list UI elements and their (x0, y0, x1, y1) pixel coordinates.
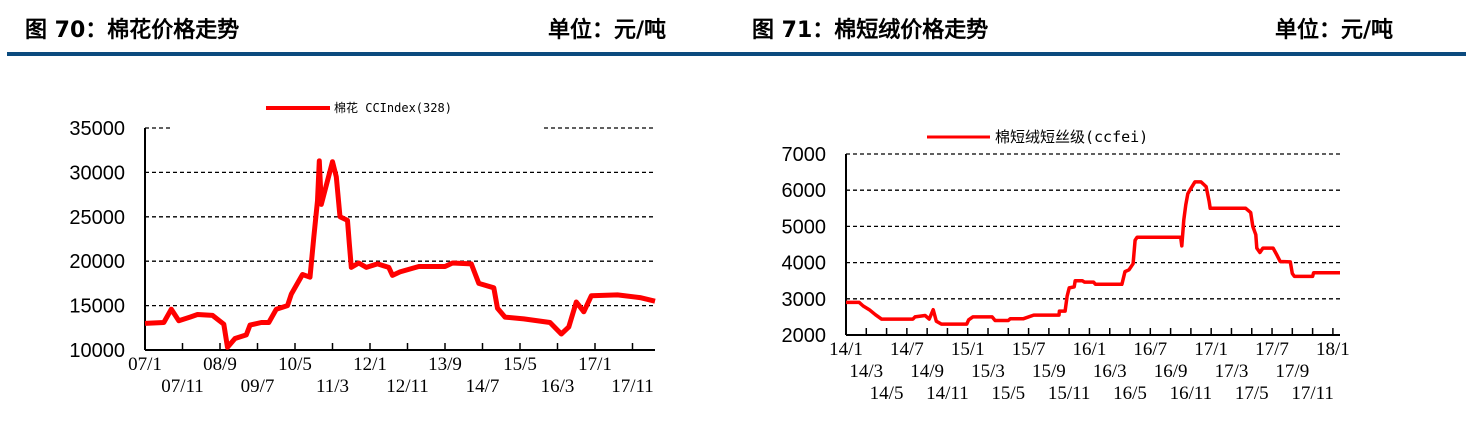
x-tick-label: 16/7 (1133, 339, 1167, 360)
x-tick-label: 15/9 (1032, 361, 1066, 382)
x-tick-label: 13/9 (428, 354, 462, 375)
y-tick-label: 5000 (782, 216, 827, 238)
x-tick-label: 14/5 (870, 383, 904, 404)
x-tick-label: 16/9 (1154, 361, 1188, 382)
x-tick-label: 14/3 (849, 361, 883, 382)
figure-71-unit: 单位：元/吨 (1275, 18, 1394, 43)
x-tick-label: 16/11 (1170, 383, 1213, 404)
x-tick-label: 17/11 (1291, 383, 1334, 404)
x-tick-label: 15/7 (1012, 339, 1046, 360)
figure-71-title: 图 71：棉短绒价格走势 (752, 18, 989, 43)
legend-label: 棉短绒短丝级(ccfei) (995, 128, 1148, 146)
header-rule (7, 52, 1466, 56)
x-tick-label: 14/7 (890, 339, 924, 360)
x-tick-label: 16/5 (1113, 383, 1147, 404)
x-tick-label: 12/1 (353, 354, 387, 375)
x-tick-label: 12/11 (386, 376, 429, 397)
x-tick-label: 11/3 (316, 376, 349, 397)
x-tick-label: 14/1 (829, 339, 863, 360)
y-tick-label: 4000 (782, 253, 827, 275)
cotton-price-chart: 35000300002500020000150001000007/107/110… (69, 118, 656, 397)
chart-70-legend: 棉花 CCIndex(328) (170, 98, 542, 134)
y-tick-label: 15000 (69, 296, 125, 318)
y-tick-label: 2000 (782, 325, 827, 347)
x-tick-label: 16/3 (541, 376, 575, 397)
x-tick-label: 08/9 (203, 354, 237, 375)
y-tick-label: 25000 (69, 207, 125, 229)
series-line (846, 180, 1340, 326)
x-tick-label: 14/11 (926, 383, 969, 404)
figure-70-unit: 单位：元/吨 (548, 18, 667, 43)
x-tick-label: 17/1 (578, 354, 612, 375)
y-tick-label: 30000 (69, 162, 125, 184)
figure-70-title: 图 70：棉花价格走势 (25, 18, 240, 43)
x-tick-label: 17/3 (1215, 361, 1249, 382)
y-tick-label: 10000 (69, 340, 125, 362)
x-tick-label: 16/1 (1073, 339, 1107, 360)
x-tick-label: 09/7 (241, 376, 275, 397)
x-tick-label: 14/9 (910, 361, 944, 382)
legend-background (170, 98, 542, 134)
x-tick-label: 18/1 (1316, 339, 1350, 360)
chart-71-legend: 棉短绒短丝级(ccfei) (927, 128, 1148, 146)
y-tick-label: 6000 (782, 180, 827, 202)
x-tick-label: 17/9 (1275, 361, 1309, 382)
y-tick-label: 35000 (69, 118, 125, 140)
x-tick-label: 17/1 (1194, 339, 1228, 360)
y-tick-label: 7000 (782, 144, 827, 166)
x-tick-label: 15/5 (503, 354, 537, 375)
legend-label: 棉花 CCIndex(328) (334, 100, 452, 115)
x-tick-label: 17/7 (1255, 339, 1289, 360)
y-tick-label: 20000 (69, 251, 125, 273)
x-tick-label: 07/11 (161, 376, 204, 397)
x-tick-label: 15/1 (951, 339, 985, 360)
x-tick-label: 14/7 (466, 376, 500, 397)
x-tick-label: 15/5 (991, 383, 1025, 404)
series-line (144, 158, 656, 350)
x-tick-label: 16/3 (1093, 361, 1127, 382)
x-tick-label: 17/11 (611, 376, 654, 397)
x-tick-label: 15/3 (971, 361, 1005, 382)
x-tick-label: 07/1 (128, 354, 162, 375)
x-tick-label: 17/5 (1235, 383, 1269, 404)
x-tick-label: 15/11 (1048, 383, 1091, 404)
x-tick-label: 10/5 (278, 354, 312, 375)
y-tick-label: 3000 (782, 289, 827, 311)
